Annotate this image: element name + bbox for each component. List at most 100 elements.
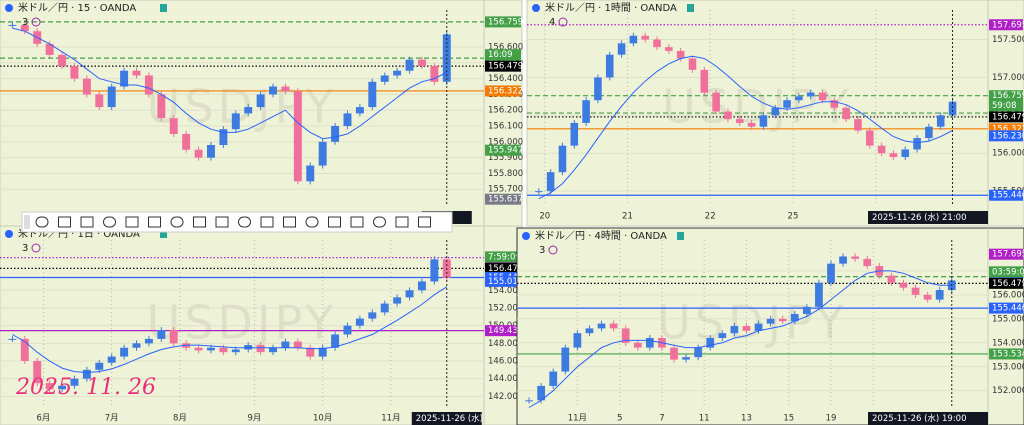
candle	[621, 328, 630, 343]
price-tag-label: 149.433	[488, 326, 523, 336]
candle	[525, 400, 533, 402]
y-tick-label: 155.000	[992, 314, 1024, 324]
candle	[256, 345, 265, 353]
x-tick-label: 20	[539, 212, 550, 222]
candle	[570, 122, 579, 146]
toolbar-icon	[35, 216, 49, 228]
candle	[818, 92, 827, 101]
y-tick-label: 154.000	[992, 338, 1024, 348]
candle	[670, 347, 678, 360]
candle	[82, 369, 91, 379]
countdown-tag	[989, 99, 1023, 111]
candle	[194, 347, 203, 351]
candle	[742, 326, 751, 331]
countdown-label: 7:59:09	[488, 252, 521, 262]
cursor-date-tag	[411, 412, 482, 425]
candle	[368, 81, 377, 108]
candle	[558, 145, 567, 173]
toolbar-icon	[148, 216, 161, 228]
x-tick-label: 6月	[36, 414, 50, 424]
price-tag	[989, 302, 1023, 314]
indicator-count: 3	[539, 245, 545, 256]
candle	[877, 145, 886, 154]
price-tag-label: 155.637	[488, 195, 523, 205]
candle	[380, 75, 389, 82]
candle	[231, 349, 240, 353]
price-tag-label: 156.479	[992, 279, 1024, 289]
price-tag	[989, 111, 1023, 123]
toolbar-icon	[125, 216, 139, 228]
candle	[863, 258, 872, 267]
candle	[790, 314, 799, 322]
price-tag-label: 156.759	[488, 17, 523, 27]
candle	[676, 50, 685, 59]
chart-title: 米ドル／円 · 4時間 · OANDA	[535, 229, 667, 242]
candle	[783, 100, 791, 108]
price-tag-label: 155.015	[488, 277, 523, 287]
flag-icon	[677, 232, 684, 240]
candle	[343, 113, 352, 127]
price-tag	[485, 85, 521, 97]
candle	[766, 318, 775, 324]
candle	[537, 385, 546, 401]
price-tag-label: 156.479	[992, 112, 1024, 122]
price-tag	[989, 90, 1023, 102]
candle	[641, 35, 649, 40]
candle	[546, 172, 555, 192]
indicator-icon	[31, 17, 41, 27]
toolbar-icon	[170, 216, 184, 228]
indicator-count: 4	[549, 17, 555, 28]
price-tag	[989, 248, 1023, 260]
candle	[393, 297, 402, 304]
cursor-date-tag	[868, 211, 988, 224]
candle	[45, 383, 54, 390]
candle	[70, 378, 79, 386]
candle	[281, 86, 290, 92]
candle	[95, 94, 104, 108]
candle	[815, 282, 823, 307]
price-tag-label: 156.759	[992, 91, 1024, 101]
indicator-icon	[548, 245, 558, 255]
price-tag-label: 157.695	[992, 20, 1024, 30]
moving-average	[12, 286, 448, 374]
cursor-date-label: 2025-11-26 (水)	[872, 212, 939, 223]
candle	[256, 94, 265, 108]
candle	[911, 287, 920, 295]
candle	[535, 191, 543, 193]
candle	[629, 35, 638, 44]
symbol-icon	[532, 4, 540, 12]
price-tag-label: 156.479	[488, 62, 523, 72]
watermark: USDJPY	[662, 80, 853, 134]
candle	[712, 92, 720, 112]
watermark: USDJPY	[147, 296, 338, 350]
candle	[8, 338, 17, 340]
candle	[331, 126, 340, 142]
x-tick-label: 9月	[247, 414, 261, 424]
y-tick-label: 157.000	[992, 73, 1024, 83]
toolbar-icon	[418, 216, 431, 228]
y-tick-label: 153.000	[992, 362, 1024, 372]
moving-average	[538, 55, 953, 200]
symbol-icon	[5, 4, 13, 12]
chart-title: 米ドル／円 · 1時間 · OANDA	[545, 1, 677, 14]
countdown-tag	[485, 49, 521, 61]
handwritten-date: 2025. 11. 26	[15, 375, 156, 400]
candle	[778, 318, 787, 322]
candle	[561, 347, 570, 372]
chart-title: 米ドル／円 · 15 · OANDA	[18, 1, 136, 14]
candle	[617, 43, 626, 55]
candle	[430, 259, 439, 282]
x-tick-label: 11月	[568, 414, 587, 424]
candle	[549, 371, 558, 386]
cursor-date-label: 21:00	[942, 213, 967, 223]
x-tick-label: 21	[622, 212, 633, 222]
candle	[430, 65, 439, 82]
y-tick-label: 154.000	[488, 286, 523, 296]
price-tag	[989, 19, 1023, 31]
candle	[936, 115, 945, 127]
candle	[169, 118, 178, 134]
candle	[795, 96, 803, 101]
price-tag	[485, 275, 521, 287]
candle	[355, 318, 364, 326]
price-tag-label: 156.479	[488, 264, 523, 274]
